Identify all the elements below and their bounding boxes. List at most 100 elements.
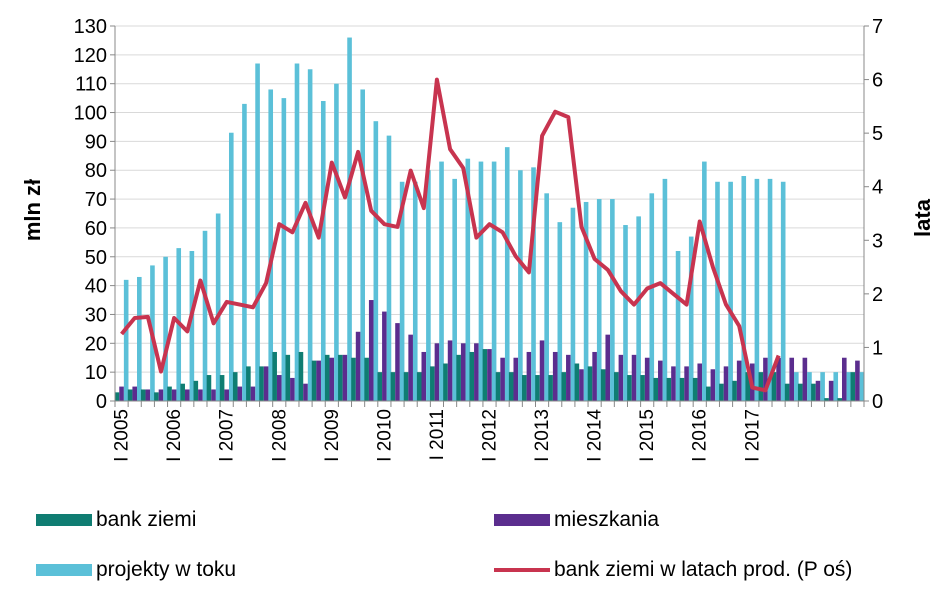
bar-bank-ziemi xyxy=(535,375,540,401)
bar-bank-ziemi xyxy=(377,372,383,401)
y-right-tick-label: 6 xyxy=(872,70,883,92)
bar-mieszkania xyxy=(434,343,440,401)
bar-mieszkania xyxy=(290,377,295,401)
bar-bank-ziemi xyxy=(824,398,829,401)
bar-bank-ziemi xyxy=(482,349,488,401)
bar-bank-ziemi xyxy=(574,363,580,401)
bar-projekty-w-toku xyxy=(662,178,668,401)
bar-projekty-w-toku xyxy=(242,103,247,401)
bar-mieszkania xyxy=(119,386,124,401)
bar-bank-ziemi xyxy=(140,389,146,401)
bar-mieszkania xyxy=(224,389,229,401)
bar-mieszkania xyxy=(644,357,650,401)
bar-projekty-w-toku xyxy=(360,89,365,401)
bar-mieszkania xyxy=(382,311,387,401)
bar-mieszkania xyxy=(526,351,532,401)
bar-projekty-w-toku xyxy=(412,181,418,401)
x-tick-label: I 2014 xyxy=(585,409,606,462)
y-left-tick-label: 60 xyxy=(85,218,107,240)
bar-bank-ziemi xyxy=(508,372,514,401)
bar-mieszkania xyxy=(671,366,676,401)
y-left-tick-label: 120 xyxy=(74,45,107,67)
bar-projekty-w-toku xyxy=(688,236,694,401)
bar-bank-ziemi xyxy=(311,360,317,401)
bar-bank-ziemi xyxy=(679,377,685,401)
bar-projekty-w-toku xyxy=(465,158,471,401)
bar-projekty-w-toku xyxy=(833,372,839,401)
bar-mieszkania xyxy=(579,369,584,401)
bar-projekty-w-toku xyxy=(202,230,208,401)
bar-mieszkania xyxy=(395,323,400,401)
bar-projekty-w-toku xyxy=(294,63,300,401)
y-right-axis-title: lata xyxy=(910,198,935,237)
bar-projekty-w-toku xyxy=(531,167,536,401)
bar-bank-ziemi xyxy=(403,372,409,401)
legend-item-mieszkania: mieszkania xyxy=(494,508,659,532)
bars-layer xyxy=(114,37,865,402)
bar-mieszkania xyxy=(828,380,834,401)
x-tick-label: I 2013 xyxy=(532,409,553,462)
bar-mieszkania xyxy=(815,380,821,401)
bar-bank-ziemi xyxy=(548,375,553,401)
bar-projekty-w-toku xyxy=(583,201,589,401)
bar-mieszkania xyxy=(368,300,374,401)
bar-mieszkania xyxy=(145,389,151,401)
y-right-tick-label: 0 xyxy=(872,391,883,413)
legend-label-projekty-w-toku: projekty w toku xyxy=(96,558,237,581)
bar-projekty-w-toku xyxy=(754,178,760,401)
bar-projekty-w-toku xyxy=(228,132,234,401)
bar-mieszkania xyxy=(132,386,138,401)
bar-bank-ziemi xyxy=(167,386,172,401)
bar-mieszkania xyxy=(355,331,361,401)
y-left-tick-label: 110 xyxy=(75,74,107,96)
bar-bank-ziemi xyxy=(627,375,632,401)
x-tick-label: I 2017 xyxy=(742,409,763,462)
bar-bank-ziemi xyxy=(732,380,737,401)
y-left-tick-label: 80 xyxy=(85,160,107,182)
bar-projekty-w-toku xyxy=(675,251,681,401)
bar-projekty-w-toku xyxy=(452,178,457,401)
bar-bank-ziemi xyxy=(180,383,185,401)
bar-projekty-w-toku xyxy=(570,207,576,401)
bar-bank-ziemi xyxy=(666,377,672,401)
bar-bank-ziemi xyxy=(232,372,238,401)
y-right-tick-label: 3 xyxy=(872,230,883,252)
bar-bank-ziemi xyxy=(127,389,133,401)
bar-projekty-w-toku xyxy=(334,83,339,401)
bar-projekty-w-toku xyxy=(518,170,523,401)
bar-mieszkania xyxy=(513,357,519,401)
bar-mieszkania xyxy=(460,343,466,401)
bar-projekty-w-toku xyxy=(399,181,405,401)
bar-bank-ziemi xyxy=(416,372,422,401)
bar-bank-ziemi xyxy=(351,357,356,401)
legend-label-bank-ziemi-lata: bank ziemi w latach prod. (P oś) xyxy=(554,558,853,581)
bar-mieszkania xyxy=(841,357,847,401)
bar-bank-ziemi xyxy=(653,377,659,401)
bar-mieszkania xyxy=(316,360,321,401)
bar-mieszkania xyxy=(250,386,256,401)
x-tick-label: I 2007 xyxy=(217,409,238,462)
line-bank-ziemi-w-latach xyxy=(120,77,781,393)
x-tick-label: I 2016 xyxy=(690,409,711,462)
legend-item-projekty-w-toku: projekty w toku xyxy=(36,558,236,582)
x-tick-label: I 2012 xyxy=(480,409,501,462)
bar-bank-ziemi xyxy=(771,372,777,401)
bar-bank-ziemi xyxy=(600,369,606,401)
bar-bank-ziemi xyxy=(640,375,645,401)
y-left-tick-label: 50 xyxy=(85,247,107,269)
bar-bank-ziemi xyxy=(705,386,711,401)
bar-bank-ziemi xyxy=(469,351,475,401)
bar-projekty-w-toku xyxy=(347,37,352,402)
bar-projekty-w-toku xyxy=(741,176,747,401)
y-left-tick-label: 0 xyxy=(96,391,107,413)
x-tick-label: I 2008 xyxy=(269,409,290,462)
bar-projekty-w-toku xyxy=(636,216,641,401)
bar-mieszkania xyxy=(566,354,571,401)
bar-projekty-w-toku xyxy=(596,199,602,401)
chart: 0 10 20 30 40 50 60 70 80 90 100 110 120 130 0 1 2 3 4 5 6 7 I… xyxy=(20,16,935,462)
bar-bank-ziemi xyxy=(837,398,842,401)
y-left-tick-label: 100 xyxy=(74,103,107,125)
bar-bank-ziemi xyxy=(298,351,304,401)
bar-mieszkania xyxy=(789,357,795,401)
legend-label-mieszkania: mieszkania xyxy=(554,508,660,531)
